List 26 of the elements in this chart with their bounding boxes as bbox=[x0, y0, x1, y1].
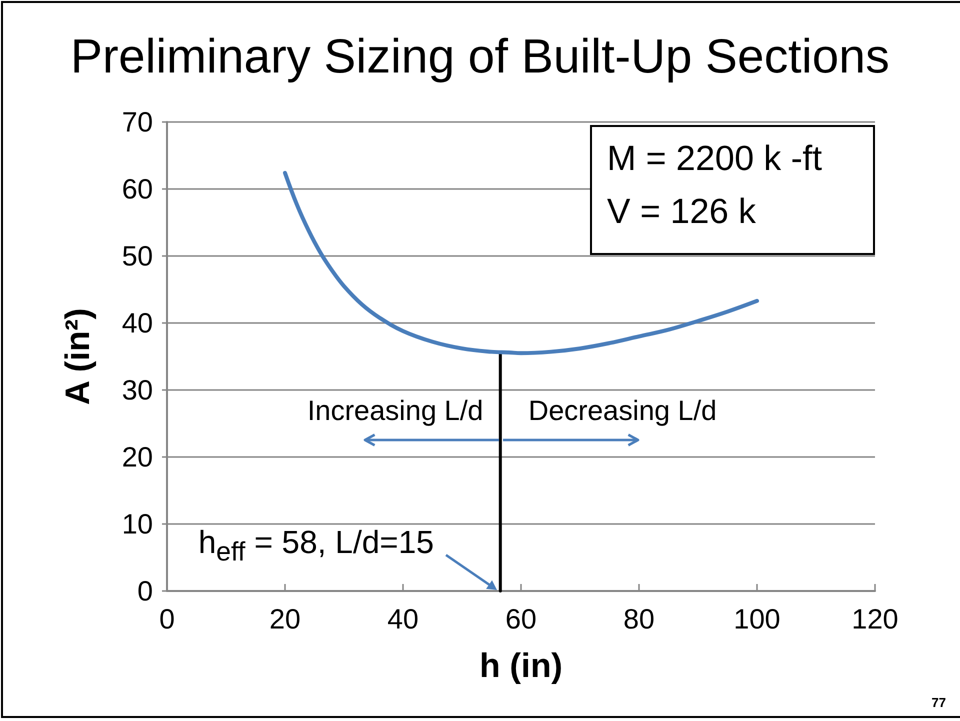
y-tick-label: 70 bbox=[122, 106, 153, 138]
annotation: V = 126 k bbox=[607, 192, 756, 232]
annotation: Decreasing L/d bbox=[528, 394, 717, 428]
y-tick-label: 0 bbox=[137, 576, 153, 606]
x-tick-label: 40 bbox=[387, 604, 419, 634]
y-tick-label: 30 bbox=[122, 374, 153, 406]
x-tick-label: 100 bbox=[734, 604, 780, 634]
x-tick-label: 60 bbox=[505, 604, 537, 634]
x-tick-label: 20 bbox=[269, 604, 301, 634]
annotation: M = 2200 k -ft bbox=[607, 139, 822, 180]
x-axis-title: h (in) bbox=[479, 647, 563, 685]
x-tick-label: 0 bbox=[159, 604, 175, 634]
y-tick-label: 40 bbox=[122, 308, 153, 338]
text: 77 bbox=[932, 695, 946, 711]
annotation: Increasing L/d bbox=[307, 394, 484, 428]
text-box: M = 2200 k -ft V = 126 k bbox=[590, 125, 875, 255]
annotation: h$_{eff}$ = 58, L/d=15 bbox=[198, 524, 434, 567]
y-tick-label: 10 bbox=[122, 508, 153, 540]
line-series bbox=[283, 170, 759, 356]
chart-title: Preliminary Sizing of Built-Up Sections bbox=[70, 30, 890, 84]
y-axis-title: A (in²) bbox=[59, 308, 97, 405]
x-tick-label: 80 bbox=[623, 604, 655, 634]
y-tick-label: 50 bbox=[122, 240, 153, 272]
y-tick-label: 20 bbox=[122, 442, 153, 472]
y-tick-label: 60 bbox=[122, 174, 153, 204]
x-tick-label: 120 bbox=[852, 604, 898, 634]
